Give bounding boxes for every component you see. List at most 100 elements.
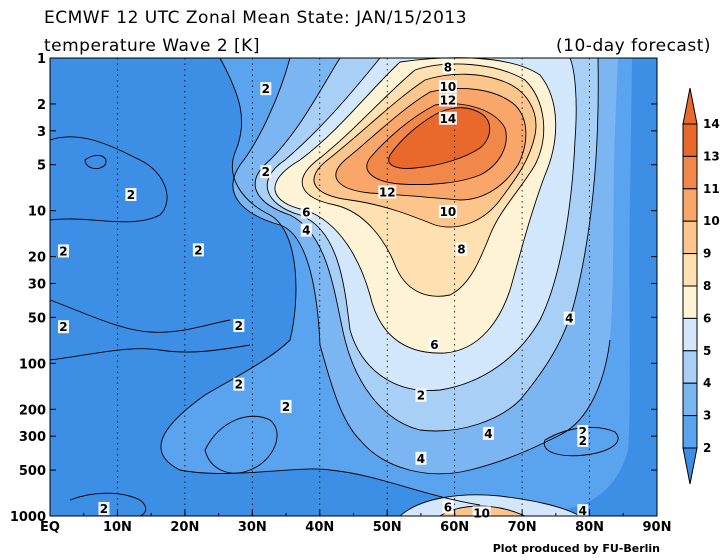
contour-label-box bbox=[415, 388, 427, 402]
chart-subtitle: temperature Wave 2 [K] bbox=[44, 36, 260, 56]
x-axis: EQ 10N 20N 30N 40N 50N 60N 70N 80N 90N bbox=[40, 510, 671, 535]
contour-label-box bbox=[233, 319, 245, 333]
contour-label-box bbox=[577, 425, 589, 439]
contour-label-text: 2 bbox=[417, 389, 425, 403]
contour-label-text: 2 bbox=[262, 165, 270, 179]
contour-label-text: 4 bbox=[565, 312, 573, 326]
x-tick-label: 60N bbox=[440, 520, 469, 535]
contour-line bbox=[84, 154, 107, 170]
contour-label-text: 10 bbox=[440, 80, 457, 94]
contour-line bbox=[232, 57, 611, 475]
colorbar-bottom-arrow bbox=[682, 447, 698, 485]
contour-label-text: 12 bbox=[440, 94, 457, 108]
contour-label-text: 2 bbox=[59, 320, 67, 334]
contour-label-text: 10 bbox=[473, 506, 490, 520]
colorbar-label: 9 bbox=[703, 247, 711, 261]
y-tick-label: 5 bbox=[37, 159, 46, 174]
contour-label-box bbox=[415, 451, 427, 465]
contour-label-text: 4 bbox=[579, 504, 587, 518]
contour-label-box bbox=[428, 338, 440, 352]
chart-title: ECMWF 12 UTC Zonal Mean State: JAN/15/20… bbox=[44, 8, 467, 28]
x-tick-label: 50N bbox=[373, 520, 402, 535]
contour-label: 2 bbox=[98, 502, 110, 516]
contour-label: 10 bbox=[438, 80, 457, 94]
contour-label: 6 bbox=[442, 500, 454, 515]
contour-label-box bbox=[378, 185, 397, 199]
y-tick-label: 500 bbox=[19, 464, 46, 479]
contour-label-text: 4 bbox=[484, 427, 492, 441]
contour-line bbox=[49, 136, 168, 223]
contour-label-box bbox=[442, 60, 454, 74]
contour-label: 2 bbox=[577, 425, 589, 439]
contour-label: 4 bbox=[577, 504, 589, 518]
y-tick-label: 50 bbox=[28, 311, 46, 326]
contour-label-box bbox=[455, 242, 467, 256]
contour-label-text: 2 bbox=[59, 244, 67, 258]
contour-label: 2 bbox=[415, 388, 427, 403]
x-tick-label: 10N bbox=[103, 520, 132, 535]
contour-label-box bbox=[98, 502, 110, 516]
contour-label-text: 8 bbox=[444, 60, 452, 74]
contour-label-text: 6 bbox=[302, 206, 310, 220]
contour-line bbox=[49, 344, 251, 361]
contour-label: 2 bbox=[280, 399, 292, 414]
colorbar-segment bbox=[682, 123, 698, 157]
contour-line bbox=[388, 107, 491, 169]
colorbar-label: 8 bbox=[703, 279, 711, 293]
contour-label: 8 bbox=[455, 242, 467, 257]
colorbar-top-arrow bbox=[682, 87, 698, 125]
colorbar: 2 3 4 5 6 8 9 10 11 13 14 bbox=[682, 87, 720, 485]
colorbar-segment bbox=[682, 155, 698, 190]
contour-label-text: 4 bbox=[417, 452, 425, 466]
contour-line bbox=[366, 103, 507, 186]
contour-line bbox=[266, 57, 577, 391]
contour-label: 4 bbox=[563, 311, 575, 326]
colorbar-label: 11 bbox=[703, 182, 720, 196]
contour-label: 8 bbox=[442, 60, 454, 74]
contour-label-box bbox=[280, 399, 292, 413]
contour-label-box bbox=[563, 311, 575, 325]
contour-fill-level-14 bbox=[388, 107, 490, 169]
contour-label: 14 bbox=[438, 111, 457, 126]
contour-label-box bbox=[577, 433, 589, 447]
contour-label-box bbox=[442, 500, 454, 514]
contour-label: 6 bbox=[300, 205, 312, 220]
contour-label-box bbox=[125, 188, 137, 202]
contour-label-box bbox=[260, 165, 272, 179]
y-tick-label: 30 bbox=[28, 278, 46, 293]
contour-label-text: 8 bbox=[457, 243, 465, 257]
colorbar-segment bbox=[682, 253, 698, 287]
contour-label-box bbox=[438, 111, 457, 125]
contour-label: 2 bbox=[125, 188, 137, 202]
contour-label-box bbox=[233, 377, 245, 391]
colorbar-label: 5 bbox=[703, 344, 711, 358]
contour-label-text: 6 bbox=[444, 501, 452, 515]
colorbar-label: 13 bbox=[703, 149, 720, 163]
x-tick-label: 70N bbox=[508, 520, 537, 535]
contour-label: 2 bbox=[260, 165, 272, 179]
contour-label: 2 bbox=[192, 243, 204, 257]
colorbar-label: 3 bbox=[703, 409, 711, 423]
contour-label-text: 14 bbox=[440, 112, 457, 126]
contour-label: 2 bbox=[233, 377, 245, 392]
forecast-note: (10-day forecast) bbox=[556, 36, 711, 56]
y-tick-label: 1000 bbox=[10, 510, 46, 525]
colorbar-segment bbox=[682, 220, 698, 255]
colorbar-segment bbox=[682, 350, 698, 384]
contour-label-text: 2 bbox=[127, 188, 135, 202]
credit-text: Plot produced by FU-Berlin bbox=[493, 542, 660, 555]
contour-label-box bbox=[438, 93, 457, 107]
x-tick-label: EQ bbox=[40, 520, 60, 535]
contour-fill-patch-subtropics bbox=[205, 416, 278, 474]
contour-label: 2 bbox=[260, 82, 272, 96]
y-tick-label: 1 bbox=[37, 52, 46, 67]
colorbar-label: 4 bbox=[703, 376, 711, 390]
contour-line bbox=[399, 494, 581, 517]
contour-label-box bbox=[438, 80, 457, 94]
contour-label-box bbox=[577, 504, 589, 518]
y-tick-label: 2 bbox=[37, 98, 46, 113]
